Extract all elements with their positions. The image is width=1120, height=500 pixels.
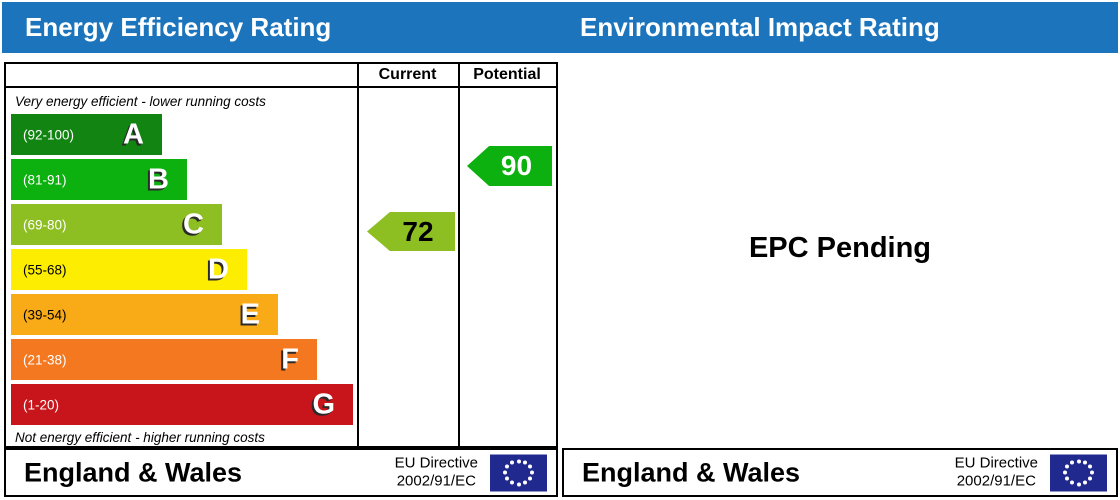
region-label: England & Wales [582,457,801,487]
eu-directive-label: EU Directive 2002/91/EC [395,454,478,492]
band-range: (21-38) [23,352,67,367]
table-header-row: Current Potential [6,64,556,88]
column-divider [357,64,359,446]
energy-efficiency-chart: Current Potential Very energy efficient … [4,62,558,448]
epc-pending-status: EPC Pending [748,232,932,264]
current-rating-value: 72 [402,215,434,247]
current-column-header: Current [378,66,437,83]
eu-directive-line1: EU Directive [394,453,478,471]
header-bar: Energy Efficiency Rating Environmental I… [2,2,1118,53]
environmental-impact-title: Environmental Impact Rating [580,12,940,42]
band-row-c: (69-80) C [11,204,222,245]
eu-directive-label: EU Directive 2002/91/EC [955,454,1038,492]
eu-directive-line2: 2002/91/EC [956,472,1036,490]
band-letter: G [312,388,335,420]
eu-flag-icon [1050,454,1107,491]
left-footer: England & Wales EU Directive 2002/91/EC [4,448,558,497]
band-letter: B [148,163,169,195]
band-letter: F [281,343,299,375]
band-range: (81-91) [23,172,67,187]
band-letter: A [123,118,144,150]
eu-directive-line1: EU Directive [954,453,1038,471]
band-row-g: (1-20) G [11,384,353,425]
band-row-a: (92-100) A [11,114,162,155]
band-range: (1-20) [23,397,60,412]
energy-efficiency-title: Energy Efficiency Rating [25,12,332,42]
band-row-f: (21-38) F [11,339,317,380]
band-range: (55-68) [23,262,67,277]
eu-flag-icon [490,454,547,491]
eu-directive-line2: 2002/91/EC [396,472,476,490]
region-label: England & Wales [24,457,243,487]
band-range: (92-100) [23,127,75,142]
top-caption: Very energy efficient - lower running co… [15,94,266,109]
band-row-e: (39-54) E [11,294,278,335]
potential-rating-value: 90 [500,150,533,181]
column-divider [458,64,460,446]
potential-column-header: Potential [473,66,541,83]
band-row-b: (81-91) B [11,159,187,200]
band-row-d: (55-68) D [11,249,247,290]
bottom-caption: Not energy efficient - higher running co… [15,430,265,445]
band-letter: E [240,298,260,330]
band-letter: C [183,208,204,240]
band-range: (69-80) [23,217,67,232]
band-range: (39-54) [23,307,67,322]
band-letter: D [208,253,229,285]
right-footer: England & Wales EU Directive 2002/91/EC [562,448,1118,497]
